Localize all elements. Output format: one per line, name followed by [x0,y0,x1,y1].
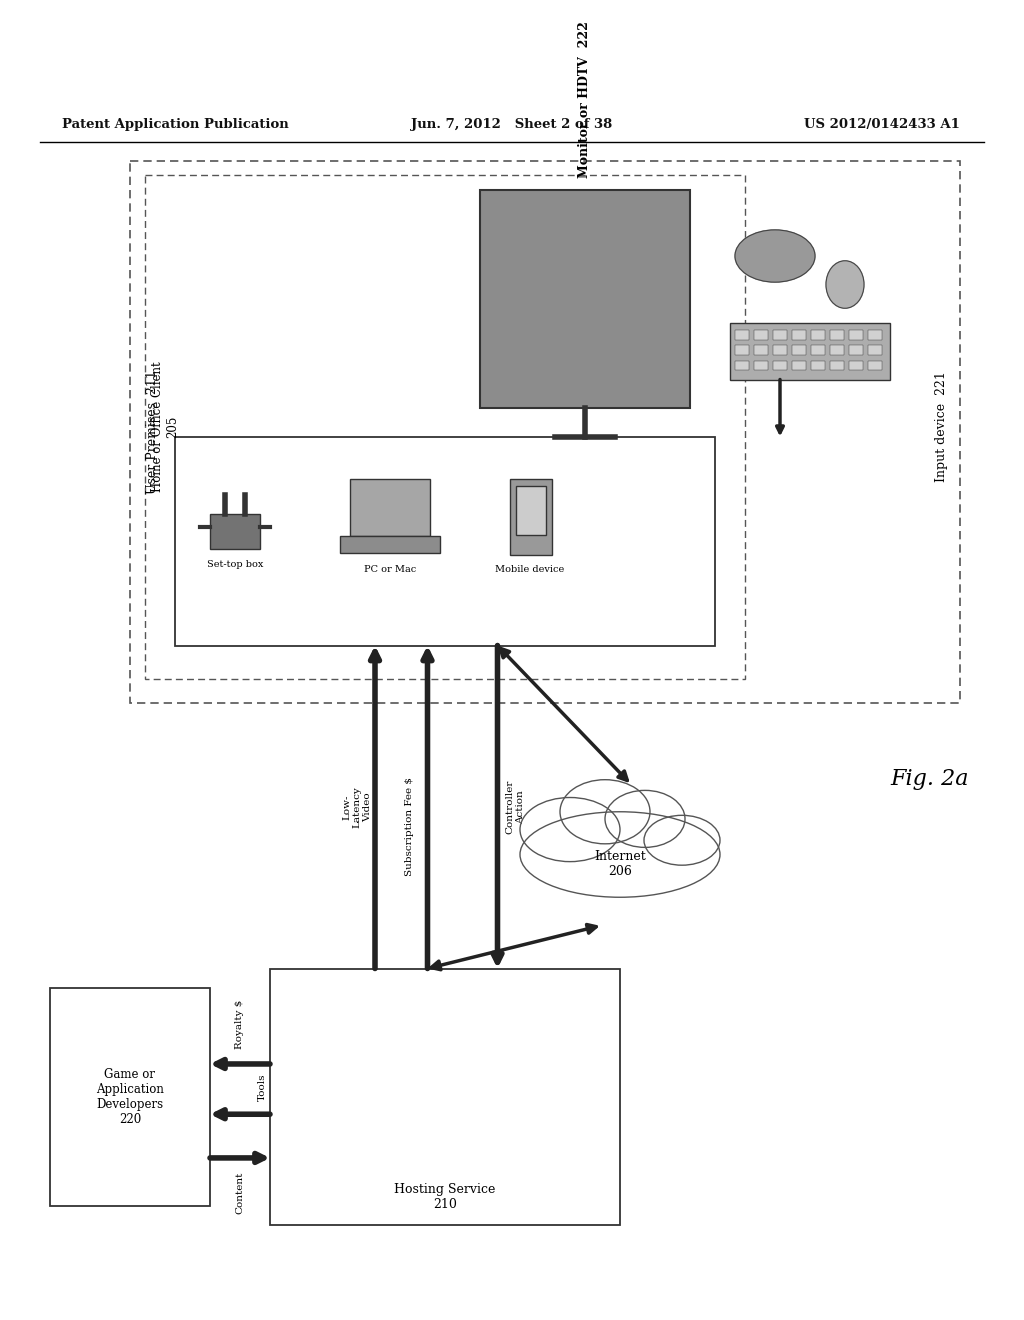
Bar [849,360,863,370]
Bar [868,330,882,339]
Text: Royalty $: Royalty $ [236,999,245,1049]
Ellipse shape [520,797,620,862]
Text: Input device  221: Input device 221 [936,371,948,482]
Text: Monitor or HDTV  222: Monitor or HDTV 222 [579,21,592,178]
Text: Hosting Service
210: Hosting Service 210 [394,1183,496,1210]
Ellipse shape [735,230,815,282]
Bar [130,161,961,702]
Ellipse shape [520,812,720,898]
Ellipse shape [605,791,685,847]
Bar [830,360,844,370]
Text: Fig. 2a: Fig. 2a [890,767,969,789]
Text: Home or Office Client
205: Home or Office Client 205 [151,362,179,492]
Text: User Premises  211: User Premises 211 [145,370,159,494]
Bar [210,515,260,549]
Text: Jun. 7, 2012   Sheet 2 of 38: Jun. 7, 2012 Sheet 2 of 38 [412,119,612,132]
Bar [849,346,863,355]
Text: Game or
Application
Developers
220: Game or Application Developers 220 [96,1068,164,1126]
Bar [735,346,749,355]
Bar [175,437,715,645]
Bar [792,330,806,339]
Bar [830,330,844,339]
Bar [868,360,882,370]
Bar [516,486,546,536]
Bar [340,536,440,553]
Text: PC or Mac: PC or Mac [364,565,416,574]
Text: Tools: Tools [257,1073,266,1101]
Bar [480,190,690,408]
Bar [792,360,806,370]
Bar [754,360,768,370]
Text: Subscription Fee $: Subscription Fee $ [406,776,414,875]
Bar [792,346,806,355]
Bar [350,479,430,536]
Bar [830,346,844,355]
Bar [735,360,749,370]
Bar [735,330,749,339]
Bar [145,176,745,678]
Ellipse shape [560,780,650,843]
Bar [773,360,787,370]
Bar [50,987,210,1206]
Bar [849,330,863,339]
Bar [811,360,825,370]
Bar [754,346,768,355]
Text: Set-top box: Set-top box [207,560,263,569]
Bar [773,346,787,355]
Text: Internet
206: Internet 206 [594,850,646,878]
Text: Controller
Action: Controller Action [506,780,525,834]
Bar [754,330,768,339]
Ellipse shape [644,816,720,865]
Bar [270,969,620,1225]
Text: Low-
Latency
Video: Low- Latency Video [342,787,372,828]
Bar [730,322,890,380]
Bar [510,479,552,556]
Bar [868,346,882,355]
Bar [811,346,825,355]
Text: Mobile device: Mobile device [496,565,564,574]
Bar [811,330,825,339]
Text: Patent Application Publication: Patent Application Publication [62,119,289,132]
Text: Content: Content [236,1171,245,1213]
Bar [773,330,787,339]
Text: US 2012/0142433 A1: US 2012/0142433 A1 [804,119,961,132]
Ellipse shape [826,261,864,309]
